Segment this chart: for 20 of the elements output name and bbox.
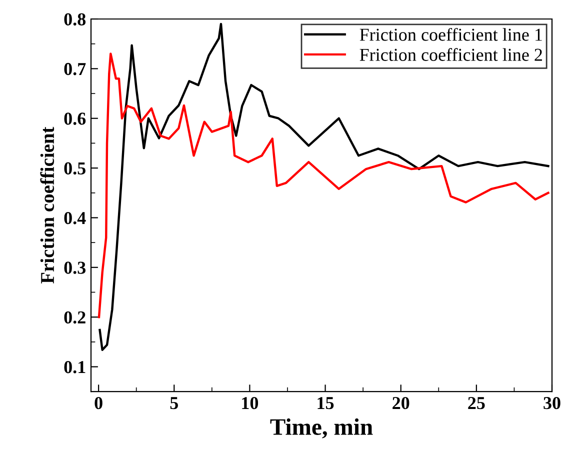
line-series (98, 22, 550, 351)
y-tick-label: 0.5 (64, 162, 86, 175)
x-tick-label: 20 (392, 396, 410, 410)
y-tick-label: 0.8 (64, 13, 86, 26)
x-axis-title: Time, min (270, 418, 373, 438)
y-tick-label: 0.2 (64, 311, 86, 324)
y-tick-label: 0.4 (64, 212, 86, 224)
x-tick-label: 15 (318, 397, 334, 410)
legend-label: Friction coefficient line 2 (360, 48, 542, 61)
y-tick-label: 0.7 (64, 62, 86, 76)
x-tick-label: 25 (468, 397, 485, 410)
y-tick-label: 0.1 (64, 361, 86, 374)
x-tick-label: 10 (242, 396, 258, 410)
y-tick-label: 0.3 (64, 262, 86, 274)
y-axis-title: Friction coefficient (40, 126, 54, 284)
x-tick-label: 5 (170, 397, 178, 410)
y-tick-label: 0.6 (64, 112, 86, 125)
x-tick-label: 30 (544, 396, 560, 410)
legend-label: Friction coefficient line 1 (360, 28, 542, 41)
x-tick-label: 0 (94, 396, 102, 410)
